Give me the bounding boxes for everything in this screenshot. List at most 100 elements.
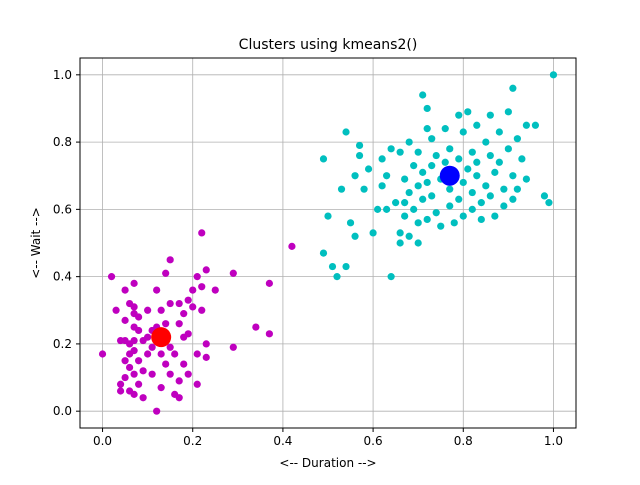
scatter-point (193, 350, 201, 358)
scatter-point (414, 182, 422, 190)
scatter-point (319, 155, 328, 163)
scatter-point (184, 330, 192, 338)
scatter-point (319, 249, 328, 257)
y-tick-label: 1.0 (53, 68, 72, 82)
scatter-point (180, 360, 188, 368)
scatter-point (441, 125, 449, 133)
scatter-point (378, 155, 386, 163)
centroid-marker (439, 165, 460, 186)
scatter-point (423, 178, 431, 187)
scatter-point (175, 320, 183, 328)
y-tick-label: 0.4 (53, 270, 72, 284)
y-tick-label: 0.0 (53, 404, 72, 418)
scatter-point (157, 350, 165, 358)
scatter-point (337, 185, 346, 193)
scatter-point (419, 168, 427, 176)
scatter-point (162, 269, 170, 277)
scatter-point (360, 185, 368, 193)
scatter-point (477, 199, 485, 207)
scatter-point (130, 279, 138, 287)
scatter-point (410, 205, 418, 213)
scatter-point (198, 283, 206, 291)
scatter-point (446, 145, 454, 153)
scatter-point (171, 350, 179, 358)
scatter-point (148, 343, 156, 351)
scatter-point (130, 336, 138, 345)
scatter-point (473, 121, 481, 129)
scatter-point (202, 353, 210, 361)
data-points (98, 71, 558, 415)
scatter-point (513, 185, 521, 193)
scatter-point (549, 71, 558, 79)
scatter-point (139, 394, 147, 402)
chart-title: Clusters using kmeans2() (239, 37, 418, 53)
scatter-point (491, 212, 499, 220)
scatter-point (175, 299, 183, 308)
scatter-point (355, 141, 364, 150)
scatter-point (211, 286, 219, 294)
scatter-point (428, 192, 436, 200)
scatter-point (162, 360, 170, 368)
y-axis-ticks: 0.0 0.2 0.4 0.6 0.8 1.0 (53, 68, 80, 418)
scatter-point (531, 121, 540, 129)
scatter-point (468, 148, 476, 156)
scatter-point (351, 232, 359, 240)
grid-lines (80, 58, 576, 428)
scatter-point (369, 229, 377, 237)
scatter-point (116, 380, 125, 388)
scatter-point (495, 128, 503, 136)
scatter-point (513, 135, 521, 143)
scatter-point (432, 151, 440, 160)
scatter-point (324, 212, 332, 220)
scatter-point (166, 299, 174, 308)
scatter-point (405, 232, 413, 240)
scatter-point (387, 145, 395, 153)
scatter-point (473, 158, 481, 166)
scatter-point (383, 205, 391, 213)
scatter-point (342, 262, 350, 271)
scatter-point (468, 205, 476, 213)
centroid-marker (151, 327, 172, 348)
scatter-point (98, 350, 107, 358)
scatter-point (130, 347, 138, 355)
scatter-point (157, 306, 165, 314)
x-tick-label: 0.2 (183, 434, 202, 448)
scatter-point (130, 370, 138, 378)
scatter-point (491, 168, 499, 176)
scatter-point (459, 212, 467, 220)
scatter-point (401, 175, 409, 183)
scatter-point (441, 158, 449, 166)
scatter-point (414, 219, 422, 227)
scatter-point (333, 273, 341, 281)
scatter-point (482, 182, 490, 190)
scatter-point (166, 343, 174, 351)
scatter-point (229, 269, 237, 277)
scatter-point (410, 162, 418, 170)
scatter-point (387, 273, 395, 281)
scatter-point (401, 199, 409, 207)
plot-frame (79, 57, 577, 429)
scatter-point (184, 370, 192, 378)
scatter-point (112, 306, 120, 314)
cluster-centroids (151, 165, 460, 348)
scatter-point (364, 165, 373, 173)
scatter-point (500, 202, 508, 210)
scatter-point (107, 273, 116, 281)
scatter-point (139, 367, 147, 375)
scatter-point (455, 111, 463, 119)
scatter-point (265, 279, 273, 287)
x-tick-label: 0.6 (364, 434, 383, 448)
scatter-point (486, 111, 494, 119)
scatter-point (166, 370, 174, 378)
scatter-point (495, 158, 503, 166)
scatter-point (144, 333, 152, 341)
scatter-point (346, 219, 355, 227)
scatter-point (419, 91, 427, 99)
scatter-point (166, 256, 174, 264)
scatter-point (374, 205, 382, 213)
scatter-point (121, 316, 129, 324)
x-axis-label: <-- Duration --> (279, 456, 376, 470)
scatter-point (351, 172, 359, 180)
